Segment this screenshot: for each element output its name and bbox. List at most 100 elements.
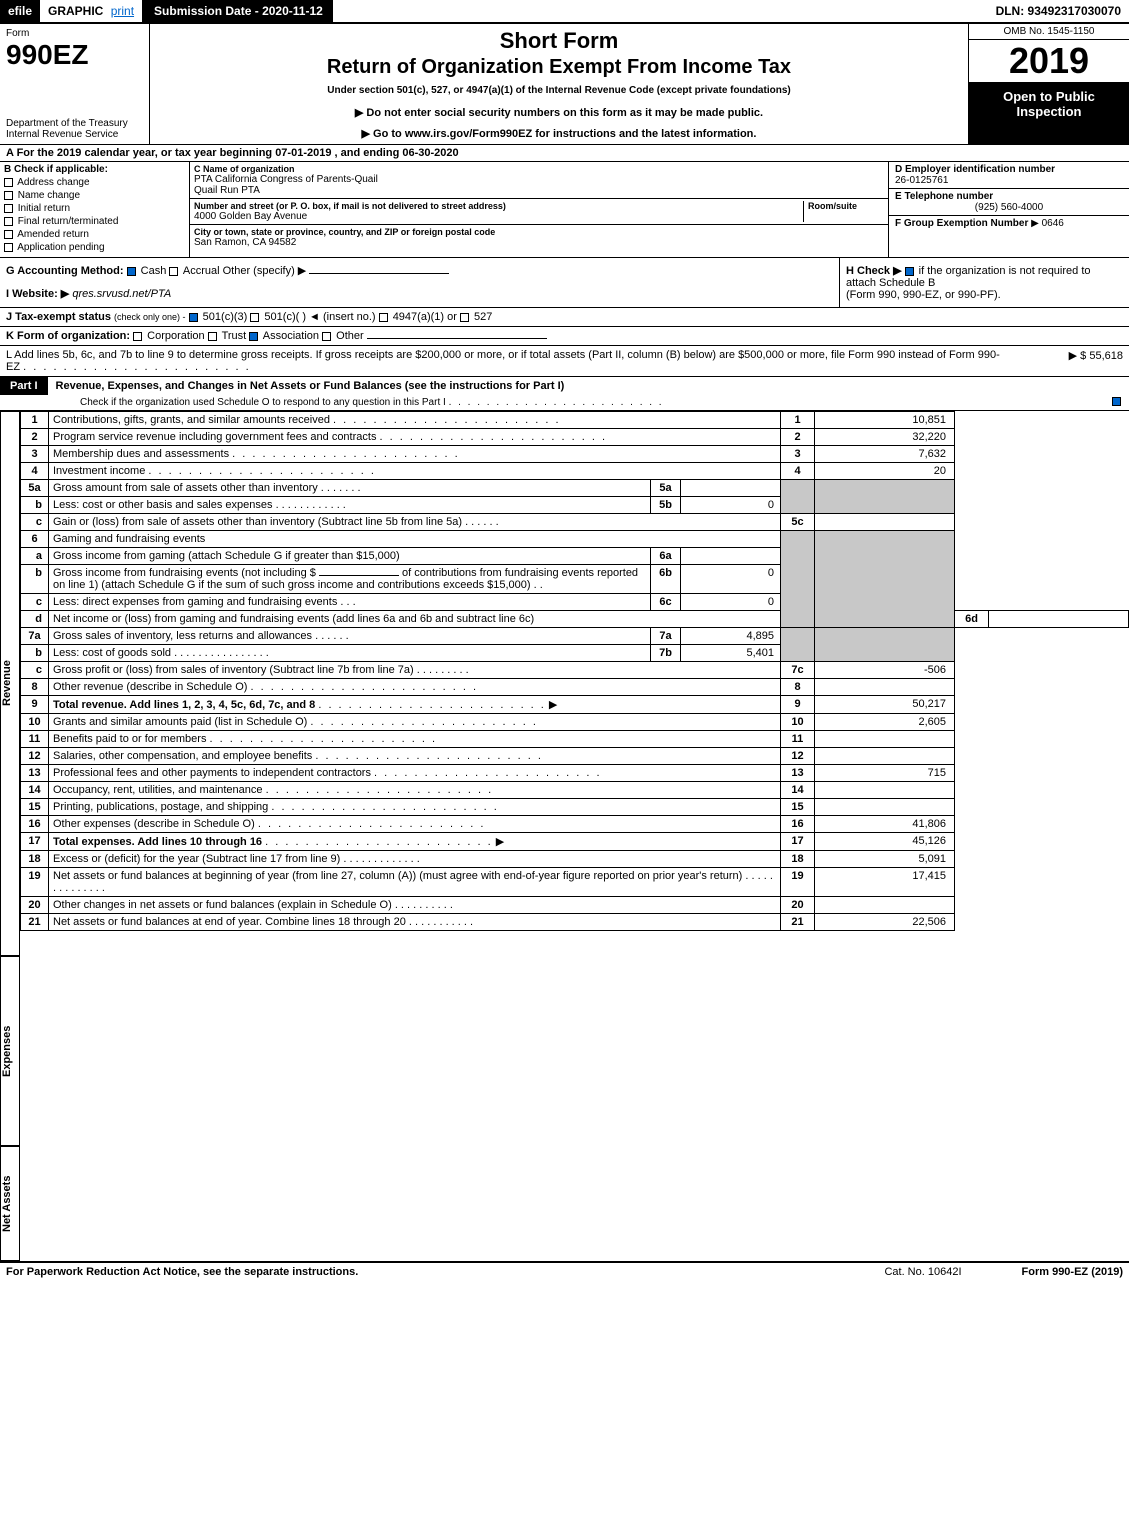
line-13: 13 Professional fees and other payments … (21, 765, 1129, 782)
submission-date: Submission Date - 2020-11-12 (144, 0, 333, 22)
ssn-notice: ▶ Do not enter social security numbers o… (160, 106, 958, 119)
department-label: Department of the Treasury Internal Reve… (6, 118, 143, 140)
line-14: 14 Occupancy, rent, utilities, and maint… (21, 782, 1129, 799)
501c3-label: 501(c)(3) (203, 311, 248, 323)
line-6c: c Less: direct expenses from gaming and … (21, 594, 1129, 611)
line-20: 20 Other changes in net assets or fund b… (21, 897, 1129, 914)
header-left-col: Form 990EZ Department of the Treasury In… (0, 24, 150, 144)
amended-return-label: Amended return (17, 229, 89, 240)
line-21: 21 Net assets or fund balances at end of… (21, 914, 1129, 931)
4947-label: 4947(a)(1) or (393, 311, 457, 323)
street-address: 4000 Golden Bay Avenue (194, 211, 803, 222)
line-17: 17 Total expenses. Add lines 10 through … (21, 833, 1129, 851)
line-5c: c Gain or (loss) from sale of assets oth… (21, 514, 1129, 531)
org-name: PTA California Congress of Parents-Quail (194, 174, 884, 185)
other-method-input[interactable] (309, 273, 449, 274)
amended-return-checkbox[interactable] (4, 230, 13, 239)
name-change-label: Name change (18, 190, 80, 201)
section-g: G Accounting Method: Cash Accrual Other … (0, 258, 839, 307)
accounting-method-label: G Accounting Method: (6, 265, 124, 277)
k-label: K Form of organization: (6, 330, 130, 342)
line-6: 6 Gaming and fundraising events (21, 531, 1129, 548)
tax-year: 2019 (969, 40, 1129, 83)
other-org-input[interactable] (367, 338, 547, 339)
j-label: J Tax-exempt status (6, 311, 111, 323)
group-exempt-value: ▶ 0646 (1031, 218, 1064, 229)
final-return-label: Final return/terminated (18, 216, 119, 227)
website-label: I Website: ▶ (6, 288, 69, 300)
j-sub: (check only one) - (114, 312, 186, 322)
city-label: City or town, state or province, country… (194, 227, 884, 237)
501c-label: 501(c)( ) (264, 311, 306, 323)
line-5a: 5a Gross amount from sale of assets othe… (21, 480, 1129, 497)
phone-value: (925) 560-4000 (895, 202, 1123, 213)
phone-label: E Telephone number (895, 191, 1123, 202)
print-link[interactable]: print (111, 4, 134, 18)
line-19: 19 Net assets or fund balances at beginn… (21, 868, 1129, 897)
h-text2: (Form 990, 990-EZ, or 990-PF). (846, 289, 1001, 301)
assoc-checkbox[interactable] (249, 332, 258, 341)
cash-checkbox[interactable] (127, 267, 136, 276)
4947-checkbox[interactable] (379, 313, 388, 322)
line-5b: b Less: cost or other basis and sales ex… (21, 497, 1129, 514)
assoc-label: Association (263, 330, 319, 342)
initial-return-label: Initial return (18, 203, 70, 214)
graphic-text: GRAPHIC (48, 4, 103, 18)
footer-paperwork: For Paperwork Reduction Act Notice, see … (6, 1266, 884, 1278)
footer-form: Form 990-EZ (2019) (1022, 1266, 1123, 1278)
room-label: Room/suite (808, 201, 884, 211)
line-6b: b Gross income from fundraising events (… (21, 565, 1129, 594)
line-16: 16 Other expenses (describe in Schedule … (21, 816, 1129, 833)
topbar-spacer (333, 0, 988, 22)
line-8: 8 Other revenue (describe in Schedule O)… (21, 679, 1129, 696)
final-return-checkbox[interactable] (4, 217, 13, 226)
schedule-b-checkbox[interactable] (905, 267, 914, 276)
return-title: Return of Organization Exempt From Incom… (160, 56, 958, 79)
trust-label: Trust (222, 330, 247, 342)
header-right-col: OMB No. 1545-1150 2019 Open to Public In… (969, 24, 1129, 144)
part1-tab: Part I (0, 377, 48, 395)
efile-label: efile (0, 0, 40, 22)
open-inspection-box: Open to Public Inspection (969, 83, 1129, 144)
section-b: B Check if applicable: Address change Na… (0, 162, 190, 257)
527-checkbox[interactable] (460, 313, 469, 322)
page-footer: For Paperwork Reduction Act Notice, see … (0, 1261, 1129, 1281)
section-l: L Add lines 5b, 6c, and 7b to line 9 to … (0, 346, 1129, 377)
section-c: C Name of organization PTA California Co… (190, 162, 889, 257)
trust-checkbox[interactable] (208, 332, 217, 341)
goto-link[interactable]: ▶ Go to www.irs.gov/Form990EZ for instru… (160, 127, 958, 140)
part1-table: 1 Contributions, gifts, grants, and simi… (20, 411, 1129, 931)
org-name-label: C Name of organization (194, 164, 884, 174)
section-h: H Check ▶ if the organization is not req… (839, 258, 1129, 307)
graphic-print-label: GRAPHIC print (40, 0, 144, 22)
short-form-title: Short Form (160, 28, 958, 54)
h-label: H Check ▶ (846, 265, 902, 277)
cash-label: Cash (141, 265, 167, 277)
dln-label: DLN: 93492317030070 (988, 0, 1129, 22)
501c-checkbox[interactable] (250, 313, 259, 322)
tax-year-line: A For the 2019 calendar year, or tax yea… (0, 145, 1129, 162)
other-org-checkbox[interactable] (322, 332, 331, 341)
form-number: 990EZ (6, 39, 143, 71)
schedule-o-checkbox[interactable] (1112, 397, 1121, 406)
line-7b: b Less: cost of goods sold . . . . . . .… (21, 645, 1129, 662)
application-pending-checkbox[interactable] (4, 243, 13, 252)
corp-checkbox[interactable] (133, 332, 142, 341)
expenses-side-label: Expenses (0, 956, 20, 1146)
l-text: L Add lines 5b, 6c, and 7b to line 9 to … (6, 349, 1003, 373)
accrual-checkbox[interactable] (169, 267, 178, 276)
501c3-checkbox[interactable] (189, 313, 198, 322)
address-change-checkbox[interactable] (4, 178, 13, 187)
website-url[interactable]: qres.srvusd.net/PTA (72, 288, 171, 300)
line-7a: 7a Gross sales of inventory, less return… (21, 628, 1129, 645)
initial-return-checkbox[interactable] (4, 204, 13, 213)
name-change-checkbox[interactable] (4, 191, 13, 200)
line-9: 9 Total revenue. Add lines 1, 2, 3, 4, 5… (21, 696, 1129, 714)
other-org-label: Other (336, 330, 364, 342)
street-label: Number and street (or P. O. box, if mail… (194, 201, 803, 211)
other-method-label: Other (specify) ▶ (223, 265, 307, 277)
part1-subtext: Check if the organization used Schedule … (0, 395, 1129, 411)
form-label: Form (6, 28, 143, 39)
line-11: 11 Benefits paid to or for members 11 (21, 731, 1129, 748)
header-center-col: Short Form Return of Organization Exempt… (150, 24, 969, 144)
